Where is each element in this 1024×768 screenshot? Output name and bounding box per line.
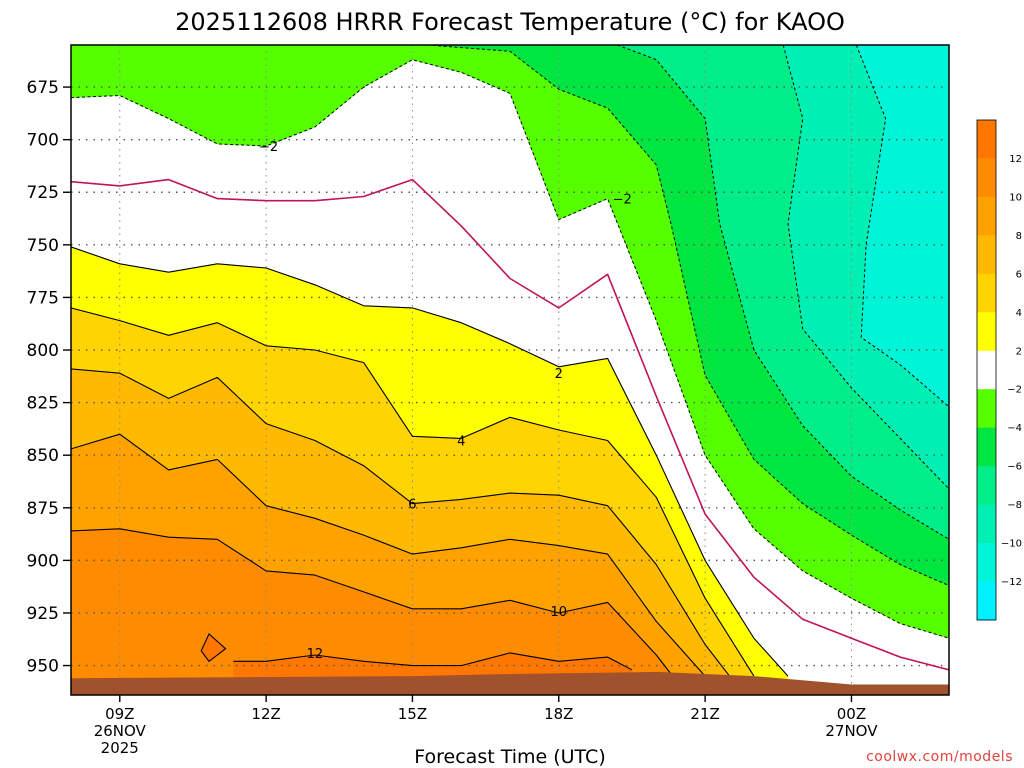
colorbar-tick-label: −6 bbox=[1007, 462, 1022, 473]
contour-label: −2 bbox=[613, 193, 632, 208]
y-tick-label: 800 bbox=[27, 341, 59, 361]
colorbar-band bbox=[977, 120, 996, 159]
y-tick-label: 750 bbox=[27, 236, 59, 256]
colorbar-band bbox=[977, 427, 996, 467]
colorbar-frame bbox=[976, 119, 997, 621]
isotherm-freezing-line bbox=[71, 178, 949, 671]
colorbar-band bbox=[977, 312, 996, 352]
x-axis-label: Forecast Time (UTC) bbox=[414, 746, 605, 768]
x-tick-label: 15Z bbox=[398, 705, 427, 723]
colorbar-tick-label: 2 bbox=[1016, 346, 1022, 357]
isotherm-t_plus2 bbox=[71, 246, 789, 677]
isotherm-t_plus12_b bbox=[233, 652, 633, 671]
colorbar-band bbox=[977, 504, 996, 544]
x-tick-label: 18Z bbox=[544, 705, 573, 723]
x-tick-sublabel: 2025 bbox=[101, 739, 139, 757]
contour-label: 4 bbox=[457, 434, 465, 449]
y-tick-label: 950 bbox=[27, 657, 59, 677]
y-tick-label: 700 bbox=[27, 131, 59, 151]
contour-label: −2 bbox=[259, 140, 278, 155]
isotherm-lines bbox=[71, 45, 949, 677]
x-tick-label: 21Z bbox=[690, 705, 719, 723]
contour-label: 10 bbox=[551, 605, 568, 620]
x-tick-label: 09Z bbox=[105, 705, 134, 723]
colorbar-tick-label: 8 bbox=[1016, 231, 1022, 242]
colorbar-band bbox=[977, 235, 996, 275]
isotherm-t_minus6 bbox=[617, 45, 949, 540]
contour-label: 2 bbox=[555, 367, 563, 382]
isotherm-t_minus8 bbox=[782, 45, 949, 490]
colorbar-tick-label: 6 bbox=[1016, 269, 1022, 280]
colorbar-tick-label: −12 bbox=[1001, 577, 1022, 588]
colorbar-tick-label: 12 bbox=[1009, 154, 1022, 165]
x-tick-sublabel: 27NOV bbox=[825, 722, 878, 740]
colorbar-band bbox=[977, 581, 996, 621]
y-axis: 675 700 725 750 775 800 825 850 875 900 925 950 bbox=[27, 78, 71, 677]
colorbar-tick-label: −8 bbox=[1007, 500, 1022, 511]
y-tick-label: 725 bbox=[27, 183, 59, 203]
x-tick-sublabel: 26NOV bbox=[94, 722, 147, 740]
y-tick-label: 900 bbox=[27, 551, 59, 571]
colorbar-tick-label: −4 bbox=[1007, 423, 1022, 434]
contour-label: 6 bbox=[408, 498, 416, 513]
colorbar-tick-label: 4 bbox=[1016, 308, 1022, 319]
isotherm-t_plus10 bbox=[71, 528, 672, 675]
x-tick-label: 12Z bbox=[251, 705, 280, 723]
y-tick-label: 775 bbox=[27, 288, 59, 308]
chart-title: 2025112608 HRRR Forecast Temperature (°C… bbox=[175, 8, 845, 36]
isotherm-t_plus6 bbox=[71, 368, 730, 677]
isotherm-t_plus8 bbox=[71, 433, 706, 677]
isotherm-t_minus2 bbox=[71, 59, 949, 639]
colorbar-tick-label: −10 bbox=[1001, 539, 1022, 550]
colorbar-tick-label: −2 bbox=[1007, 385, 1022, 396]
isotherm-t_plus4 bbox=[71, 307, 755, 677]
y-tick-label: 675 bbox=[27, 78, 59, 98]
colorbar-band bbox=[977, 466, 996, 506]
colorbar: 12 10 8 6 4 2 −2 −4 −6 −8 −10 −12 bbox=[976, 119, 1022, 621]
plot-frame bbox=[70, 44, 950, 696]
isotherm-t_minus10 bbox=[855, 45, 949, 408]
contour-labels: −2 −2 2 4 6 10 12 bbox=[259, 140, 632, 662]
y-tick-label: 825 bbox=[27, 394, 59, 414]
colorbar-band bbox=[977, 273, 996, 313]
ground-surface bbox=[71, 671, 949, 695]
plot-area bbox=[71, 45, 949, 695]
isotherm-t_minus4 bbox=[427, 45, 949, 587]
credit-text[interactable]: coolwx.com/models bbox=[866, 749, 1013, 765]
colorbar-band bbox=[977, 389, 996, 429]
colorbar-band bbox=[977, 196, 996, 236]
colorbar-band bbox=[977, 158, 996, 198]
colorbar-tick-label: 10 bbox=[1009, 192, 1022, 203]
y-tick-label: 925 bbox=[27, 604, 59, 624]
temperature-fills bbox=[71, 45, 949, 695]
colorbar-band bbox=[977, 350, 996, 390]
x-tick-label: 00Z bbox=[837, 705, 866, 723]
grid-lines bbox=[71, 45, 949, 695]
contour-label: 12 bbox=[307, 647, 324, 662]
y-tick-label: 850 bbox=[27, 446, 59, 466]
y-tick-label: 875 bbox=[27, 499, 59, 519]
isotherm-t_plus12 bbox=[200, 633, 227, 663]
colorbar-band bbox=[977, 543, 996, 583]
